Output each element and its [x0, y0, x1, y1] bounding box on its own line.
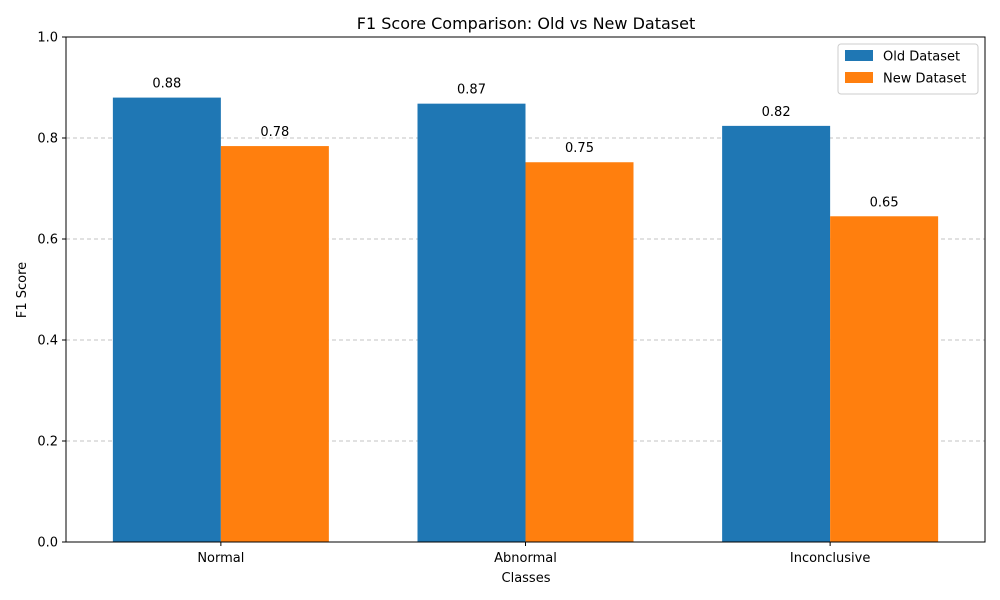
- legend-swatch: [845, 50, 873, 61]
- legend-entry: New Dataset: [883, 72, 966, 87]
- bar-value-label: 0.78: [260, 125, 289, 140]
- bar-new-dataset-inconclusive: [830, 216, 939, 542]
- legend-swatch: [845, 72, 873, 83]
- legend-entry: Old Dataset: [883, 50, 960, 65]
- y-axis-label: F1 Score: [15, 262, 30, 318]
- y-tick-label: 0.8: [37, 132, 58, 147]
- bar-new-dataset-abnormal: [525, 162, 634, 543]
- y-tick-label: 0.6: [37, 233, 58, 248]
- x-tick-label: Inconclusive: [790, 551, 871, 566]
- bar-old-dataset-abnormal: [417, 103, 526, 542]
- bar-value-label: 0.65: [870, 195, 899, 210]
- y-tick-label: 0.0: [37, 536, 58, 551]
- x-tick-label: Abnormal: [494, 551, 557, 566]
- bar-old-dataset-inconclusive: [722, 125, 831, 542]
- bar-old-dataset-normal: [112, 97, 221, 542]
- y-tick-label: 0.4: [37, 334, 58, 349]
- y-tick-label: 0.2: [37, 435, 58, 450]
- bar-value-label: 0.75: [565, 141, 594, 156]
- bar-value-label: 0.88: [152, 77, 181, 92]
- x-axis-label: Classes: [502, 571, 551, 586]
- bar-value-label: 0.82: [762, 105, 791, 120]
- y-axis: 0.0 0.2 0.4 0.6 0.8 1.0: [37, 31, 66, 551]
- bar-new-dataset-normal: [220, 146, 329, 542]
- x-axis: Normal Abnormal Inconclusive: [197, 542, 870, 566]
- x-tick-label: Normal: [197, 551, 244, 566]
- y-tick-label: 1.0: [37, 31, 58, 46]
- legend: Old Dataset New Dataset: [837, 43, 979, 95]
- bars: 0.88 0.78 0.87 0.75 0.82 0.65: [112, 77, 939, 543]
- chart-title: F1 Score Comparison: Old vs New Dataset: [357, 14, 695, 33]
- bar-value-label: 0.87: [457, 83, 486, 98]
